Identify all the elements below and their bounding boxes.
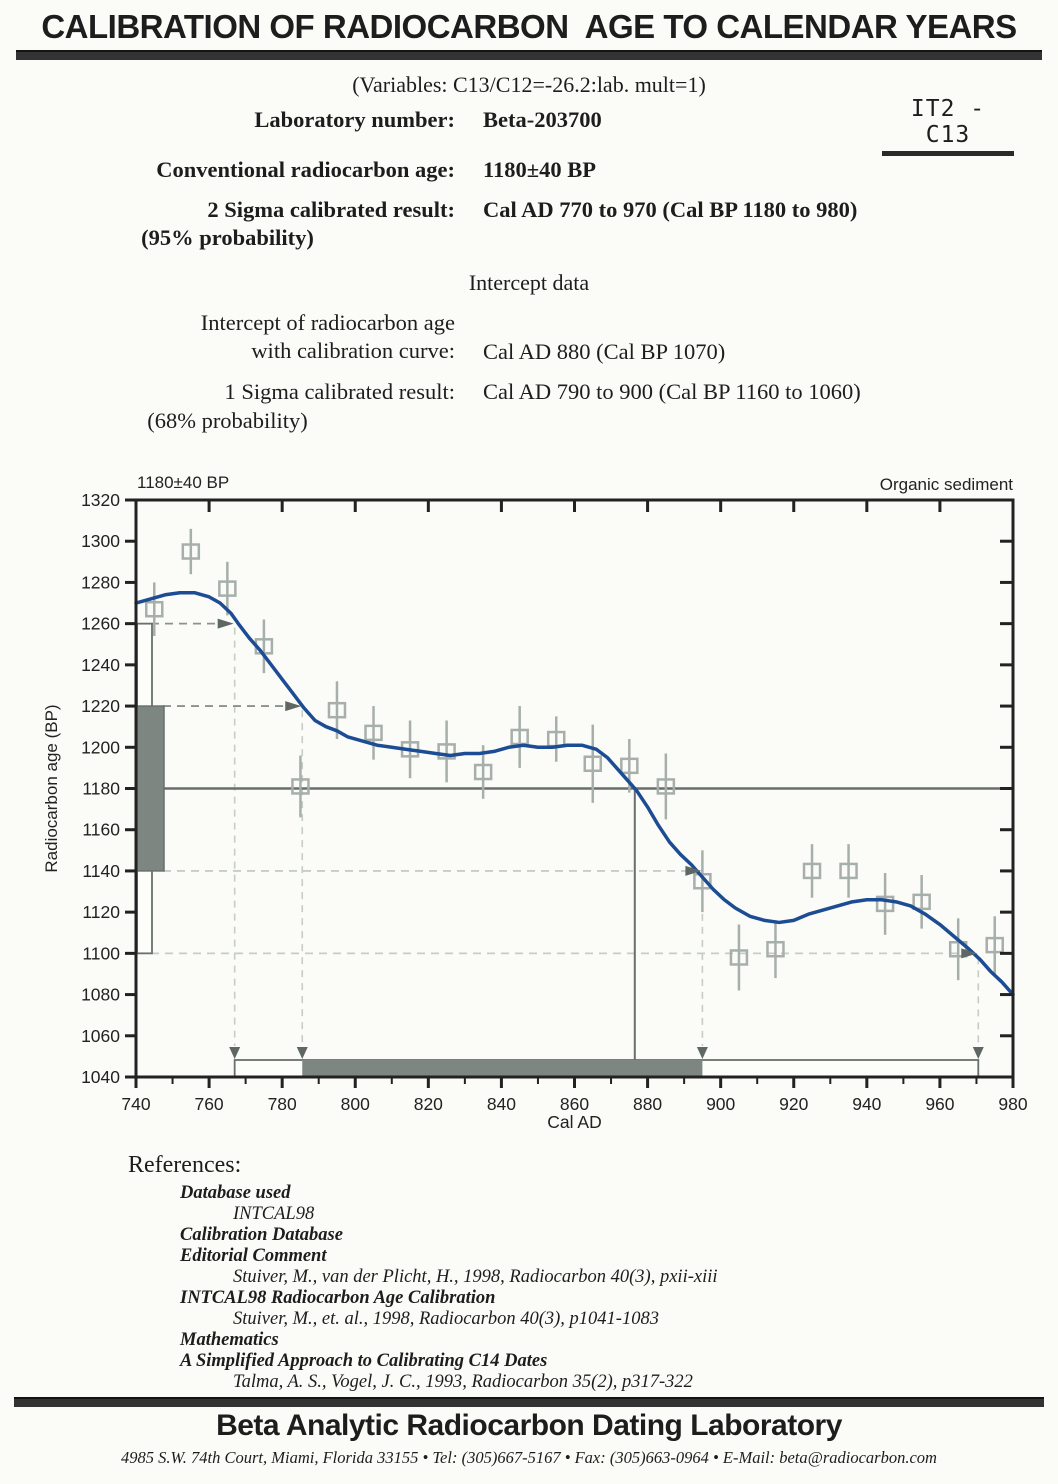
two-sigma-value: Cal AD 770 to 970 (Cal BP 1180 to 980) [483, 197, 858, 222]
two-sigma-label: 2 Sigma calibrated result: [207, 197, 455, 222]
chart-area: 1040 1060 1080 1100 1120 1140 1160 1180 1200 1220… [0, 460, 1058, 1152]
references-section: References: Database used INTCAL98 Calibra… [128, 1152, 968, 1393]
one-sigma-value: Cal AD 790 to 900 (Cal BP 1160 to 1060) [483, 379, 861, 404]
svg-text:Organic sediment: Organic sediment [880, 475, 1014, 494]
intercept-label-line1: Intercept of radiocarbon age [200, 310, 455, 335]
title-rule [16, 50, 1042, 60]
svg-text:1040: 1040 [81, 1067, 120, 1087]
reference-item: Editorial Comment [180, 1246, 327, 1266]
svg-text:900: 900 [706, 1094, 735, 1114]
reference-item: Calibration Database [180, 1225, 343, 1245]
calibration-chart: 1040 1060 1080 1100 1120 1140 1160 1180 1200 1220… [42, 473, 1028, 1132]
svg-text:1060: 1060 [81, 1026, 120, 1046]
svg-text:Cal AD: Cal AD [547, 1112, 601, 1132]
reference-item: Database used [180, 1183, 291, 1203]
svg-text:1280: 1280 [81, 572, 120, 592]
svg-text:820: 820 [414, 1094, 443, 1114]
references-list: Database used INTCAL98 Calibration Databas… [128, 1183, 968, 1393]
lab-number-value: Beta-203700 [483, 107, 602, 132]
svg-text:1320: 1320 [81, 490, 120, 510]
svg-text:Radiocarbon age (BP): Radiocarbon age (BP) [42, 704, 61, 872]
variables-line: (Variables: C13/C12=-26.2:lab. mult=1) [352, 72, 706, 97]
reference-item: Talma, A. S., Vogel, J. C., 1993, Radioc… [233, 1372, 693, 1392]
page-title: CALIBRATION OF RADIOCARBON AGE TO CALEND… [41, 8, 1017, 45]
svg-text:1140: 1140 [82, 861, 120, 881]
reference-item: INTCAL98 Radiocarbon Age Calibration [180, 1288, 496, 1308]
svg-text:840: 840 [487, 1094, 516, 1114]
intercept-label: Intercept of radiocarbon age with calibr… [201, 309, 455, 365]
svg-text:860: 860 [560, 1094, 589, 1114]
two-sigma-probability: (95% probability) [141, 225, 314, 250]
svg-text:1080: 1080 [81, 985, 120, 1005]
svg-text:920: 920 [779, 1094, 808, 1114]
svg-text:1100: 1100 [82, 943, 120, 963]
reference-item: A Simplified Approach to Calibrating C14… [180, 1351, 548, 1371]
intercept-heading: Intercept data [468, 270, 590, 295]
svg-text:1220: 1220 [81, 696, 120, 716]
svg-text:940: 940 [852, 1094, 881, 1114]
svg-text:1160: 1160 [82, 820, 120, 840]
references-heading: References: [128, 1152, 242, 1178]
lab-address: 4985 S.W. 74th Court, Miami, Florida 331… [121, 1448, 937, 1467]
svg-text:1180: 1180 [82, 779, 120, 799]
intercept-label-line2: with calibration curve: [251, 338, 455, 363]
svg-text:780: 780 [268, 1094, 297, 1114]
conventional-age-label: Conventional radiocarbon age: [156, 157, 455, 182]
svg-text:980: 980 [998, 1094, 1027, 1114]
svg-text:1300: 1300 [81, 531, 120, 551]
one-sigma-probability: (68% probability) [147, 408, 308, 433]
reference-item: INTCAL98 [233, 1204, 315, 1224]
svg-text:1240: 1240 [81, 655, 120, 675]
svg-text:760: 760 [194, 1094, 223, 1114]
intercept-value: Cal AD 880 (Cal BP 1070) [483, 339, 726, 364]
svg-text:960: 960 [925, 1094, 954, 1114]
lab-number-label: Laboratory number: [254, 107, 455, 132]
reference-item: Stuiver, M., van der Plicht, H., 1998, R… [233, 1267, 718, 1287]
svg-text:880: 880 [633, 1094, 662, 1114]
footer-rule [14, 1397, 1044, 1407]
reference-item: Mathematics [180, 1330, 279, 1350]
svg-text:1200: 1200 [81, 737, 120, 757]
conventional-age-value: 1180±40 BP [483, 157, 596, 182]
svg-text:1180±40 BP: 1180±40 BP [137, 473, 229, 492]
svg-text:1120: 1120 [82, 902, 120, 922]
lab-name: Beta Analytic Radiocarbon Dating Laborat… [216, 1409, 842, 1442]
svg-text:740: 740 [121, 1094, 150, 1114]
one-sigma-label: 1 Sigma calibrated result: [224, 379, 455, 404]
svg-text:1260: 1260 [81, 614, 120, 634]
svg-text:800: 800 [341, 1094, 370, 1114]
reference-item: Stuiver, M., et. al., 1998, Radiocarbon … [233, 1309, 659, 1329]
corner-mark: IT2 - C13 [882, 96, 1014, 156]
